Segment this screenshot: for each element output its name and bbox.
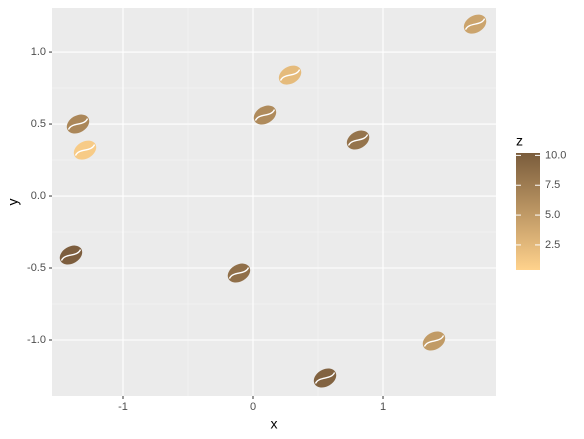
marks [59,14,487,388]
bean-crease [423,335,445,347]
bean-crease [60,249,82,261]
plot-panel [52,8,496,396]
colorbar [516,153,540,270]
colorbar-tick-label: 10.0 [545,149,566,161]
bean-crease [67,118,89,130]
y-axis-label: y [5,199,21,206]
bean-crease [254,109,276,121]
bean-crease [74,144,96,156]
colorbar-tick-label: 2.5 [545,239,560,251]
colorbar-tick-label: 7.5 [545,179,560,191]
x-axis-label: x [271,416,278,432]
x-tick-label: 0 [250,401,256,413]
y-tick-label: 1.0 [31,46,46,58]
y-tick-label: 0.0 [31,190,46,202]
bean-crease [347,134,369,146]
bean-crease [228,267,250,279]
colorbar-tick-label: 5.0 [545,209,560,221]
legend-title: z [516,133,523,149]
grid [52,8,496,396]
y-tick-label: -0.5 [27,262,46,274]
bean-crease [464,18,486,31]
x-tick-label: -1 [118,401,128,413]
x-tick-label: 1 [380,401,386,413]
bean-crease [314,372,336,384]
bean-crease [279,69,301,81]
y-tick-label: -1.0 [27,334,46,346]
y-tick-label: 0.5 [31,118,46,130]
